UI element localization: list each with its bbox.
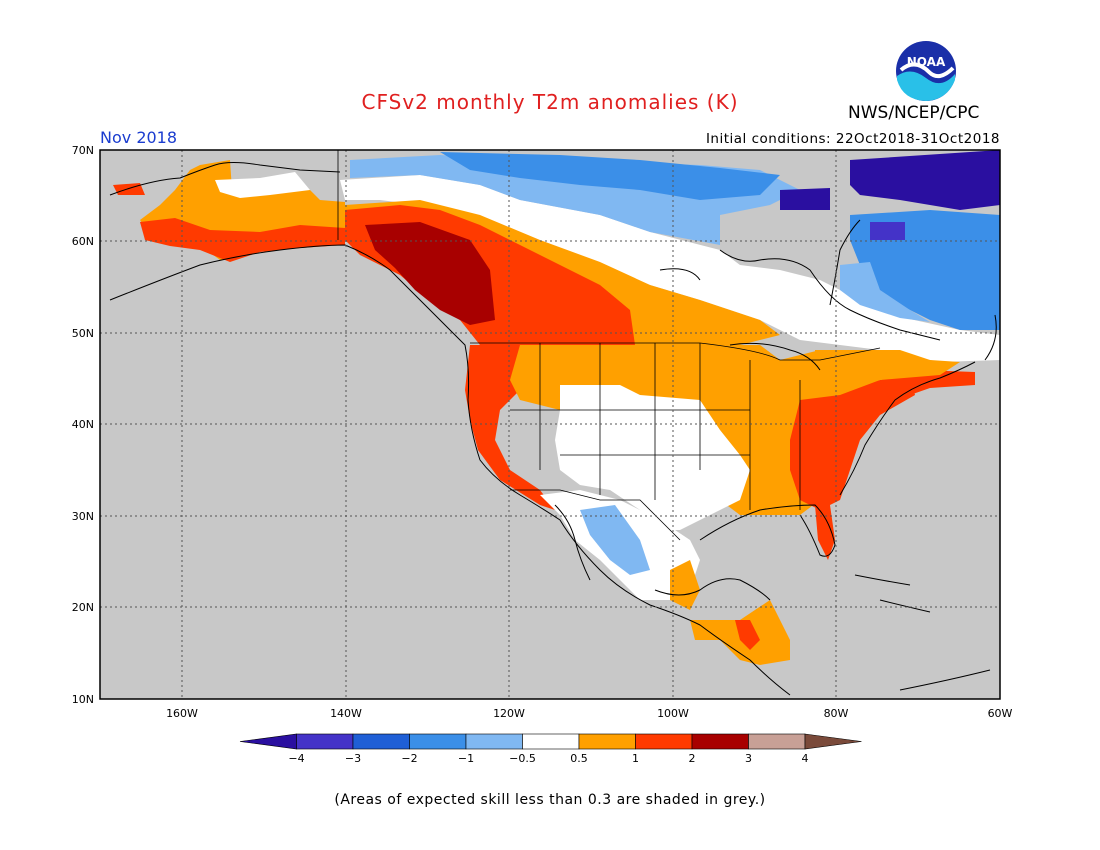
lon-label: 120W	[493, 707, 525, 720]
lat-label: 50N	[72, 327, 94, 340]
colorbar-segment	[409, 733, 467, 750]
colorbar-segment	[522, 733, 580, 750]
us-central-white	[555, 385, 750, 530]
colorbar-tick-label: −3	[345, 752, 361, 765]
canada-mid-blue	[440, 152, 780, 200]
colorbar-segment	[578, 733, 636, 750]
northeast-canada-light-blue	[840, 262, 930, 322]
colorbar-tick-label: −1	[458, 752, 474, 765]
bc-dark-red	[365, 222, 495, 325]
noaa-logo: NOAA	[896, 41, 956, 101]
colorbar-tick-label: 3	[745, 752, 752, 765]
latitude-labels: 70N 60N 50N 40N 30N 20N 10N	[72, 144, 94, 706]
baffin-dark-blue	[780, 188, 830, 210]
initial-conditions: Initial conditions: 22Oct2018-31Oct2018	[705, 131, 1000, 147]
lat-label: 30N	[72, 510, 94, 523]
longitude-labels: 160W 140W 120W 100W 80W 60W	[166, 707, 1012, 720]
colorbar-tick-label: 1	[632, 752, 639, 765]
great-lakes-orange	[815, 350, 960, 390]
colorbar-segment	[635, 733, 693, 750]
forecast-period: Nov 2018	[100, 128, 178, 147]
colorbar-segment	[804, 733, 862, 750]
central-america-red	[735, 620, 760, 650]
alaska-red-region	[140, 218, 345, 262]
alaska-white-region	[215, 172, 310, 198]
colorbar-tick-label: 2	[689, 752, 696, 765]
skill-footnote: (Areas of expected skill less than 0.3 a…	[334, 792, 766, 808]
coastlines	[109, 162, 997, 696]
lon-label: 100W	[657, 707, 689, 720]
logo-text: NOAA	[907, 55, 946, 69]
colorbar: −4 −3 −2 −1 −0.5 0.5 1 2 3 4	[239, 733, 862, 765]
lat-label: 20N	[72, 601, 94, 614]
colorbar-tick-label: −4	[288, 752, 304, 765]
lat-label: 40N	[72, 418, 94, 431]
lon-label: 160W	[166, 707, 198, 720]
mexico-orange	[670, 560, 700, 610]
florida-red	[815, 505, 835, 560]
us-west-red	[465, 345, 560, 510]
colorbar-segment	[691, 733, 749, 750]
colorbar-segment	[465, 733, 523, 750]
colorbar-segment	[352, 733, 410, 750]
agency-label: NWS/NCEP/CPC	[848, 103, 980, 123]
colorbar-segment	[748, 733, 806, 750]
lat-label: 60N	[72, 235, 94, 248]
mexico-light-blue	[580, 505, 650, 575]
lon-label: 60W	[988, 707, 1013, 720]
lat-label: 70N	[72, 144, 94, 157]
lon-label: 140W	[330, 707, 362, 720]
colorbar-tick-label: 4	[802, 752, 809, 765]
map-frame	[99, 149, 1001, 700]
colorbar-segment	[296, 733, 354, 750]
colorbar-tick-label: −2	[401, 752, 417, 765]
colorbar-segment	[239, 733, 297, 750]
anomaly-fields	[113, 150, 1000, 665]
lat-label: 10N	[72, 693, 94, 706]
map-title: CFSv2 monthly T2m anomalies (K)	[361, 90, 739, 114]
political-borders	[337, 150, 881, 541]
colorbar-tick-label: −0.5	[509, 752, 536, 765]
greenland-dark-blue	[850, 150, 1000, 210]
graticule	[100, 150, 1000, 699]
colorbar-tick-label: 0.5	[570, 752, 588, 765]
lon-label: 80W	[824, 707, 849, 720]
labrador-dark-blue	[870, 222, 905, 240]
us-east-red	[790, 375, 915, 510]
